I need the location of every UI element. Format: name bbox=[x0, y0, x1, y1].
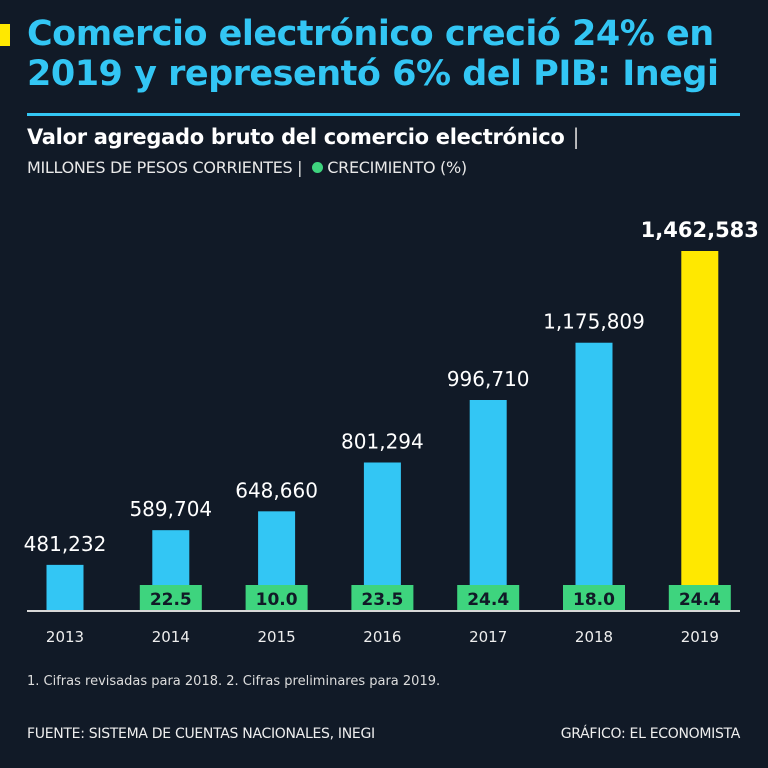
growth-box-2018 bbox=[563, 585, 625, 611]
growth-box-2016 bbox=[351, 585, 414, 611]
growth-label-2017: 24.4 bbox=[467, 590, 509, 610]
growth-box-2019 bbox=[668, 585, 731, 611]
growth-label-2018: 18.0 bbox=[573, 590, 615, 610]
value-label-2013: 481,232 bbox=[24, 532, 107, 556]
x-tick-2017: 2017 bbox=[469, 628, 507, 646]
bar-2013 bbox=[46, 564, 84, 611]
subtitle-separator: | bbox=[572, 125, 580, 149]
x-tick-2015: 2015 bbox=[258, 628, 296, 646]
growth-box-2015 bbox=[245, 585, 308, 611]
value-label-2018: 1,175,809 bbox=[543, 310, 645, 334]
page-title: Comercio electrónico creció 24% en 2019 … bbox=[27, 14, 719, 94]
x-tick-2014: 2014 bbox=[152, 628, 190, 646]
source: FUENTE: SISTEMA DE CUENTAS NACIONALES, I… bbox=[27, 726, 375, 742]
footnote: 1. Cifras revisadas para 2018. 2. Cifras… bbox=[27, 674, 441, 689]
growth-label-2014: 22.5 bbox=[150, 590, 192, 610]
bar-2017 bbox=[469, 400, 507, 611]
value-label-2017: 996,710 bbox=[447, 367, 530, 391]
x-tick-2016: 2016 bbox=[363, 628, 401, 646]
growth-label-2016: 23.5 bbox=[361, 590, 403, 610]
value-label-2014: 589,704 bbox=[129, 497, 212, 521]
legend-growth-dot bbox=[312, 162, 324, 173]
x-tick-2018: 2018 bbox=[575, 628, 613, 646]
subtitle-text: Valor agregado bruto del comercio electr… bbox=[27, 125, 565, 149]
chart-units: MILLONES DE PESOS CORRIENTES | CRECIMIENT… bbox=[27, 158, 467, 177]
bar-2018 bbox=[575, 342, 613, 611]
growth-box-2017 bbox=[457, 585, 520, 611]
units-text: MILLONES DE PESOS CORRIENTES | bbox=[27, 158, 303, 177]
chart-subtitle: Valor agregado bruto del comercio electr… bbox=[27, 125, 580, 149]
title-accent-bar bbox=[0, 24, 10, 46]
credit: GRÁFICO: EL ECONOMISTA bbox=[560, 726, 741, 742]
title-divider bbox=[27, 113, 740, 116]
legend-growth-label: CRECIMIENTO (%) bbox=[327, 158, 467, 177]
value-label-2019: 1,462,583 bbox=[641, 218, 759, 242]
x-tick-2019: 2019 bbox=[681, 628, 719, 646]
growth-label-2015: 10.0 bbox=[256, 590, 298, 610]
value-label-2016: 801,294 bbox=[341, 430, 424, 454]
x-tick-2013: 2013 bbox=[46, 628, 84, 646]
value-label-2015: 648,660 bbox=[235, 478, 318, 502]
growth-box-2014 bbox=[139, 585, 202, 611]
bar-2019 bbox=[681, 251, 719, 611]
growth-label-2019: 24.4 bbox=[679, 590, 721, 610]
